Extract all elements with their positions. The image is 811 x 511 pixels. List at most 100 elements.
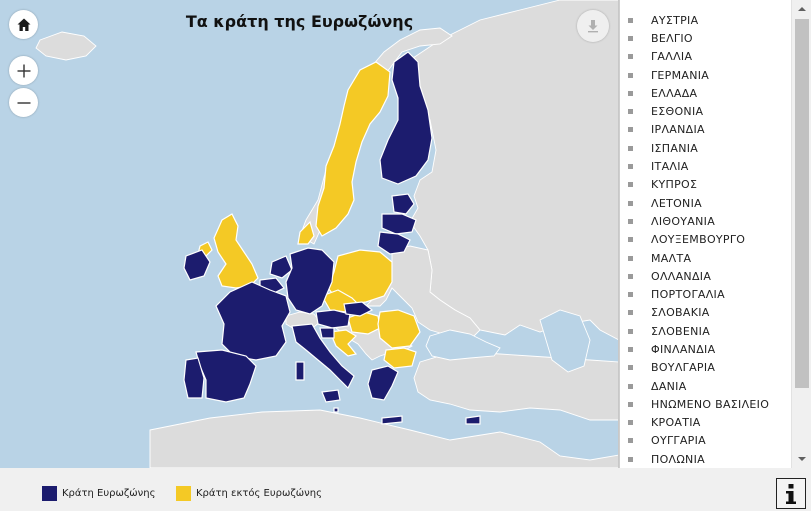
country-list-item[interactable]: ΕΛΛΑΔΑ [620,84,792,102]
country-list-item[interactable]: ΑΥΣΤΡΙΑ [620,11,792,29]
minus-icon [17,101,30,104]
country-list-label: ΚΡΟΑΤΙΑ [651,416,701,430]
legend: Κράτη Ευρωζώνης Κράτη εκτός Ευρωζώνης [0,468,811,511]
country-cyprus [465,415,481,425]
list-bullet-icon [628,17,633,23]
country-list-item[interactable]: ΙΤΑΛΙΑ [620,157,792,175]
map-canvas[interactable]: Τα κράτη της Ευρωζώνης [0,0,619,468]
legend-label-eurozone: Κράτη Ευρωζώνης [62,488,156,499]
country-list-item[interactable]: ΦΙΝΛΑΝΔΙΑ [620,340,792,358]
info-icon [786,483,796,504]
country-list-item[interactable]: ΓΑΛΛΙΑ [620,48,792,66]
country-list-item[interactable]: ΟΛΛΑΝΔΙΑ [620,267,792,285]
country-list-item[interactable]: ΛΙΘΟΥΑΝΙΑ [620,212,792,230]
country-list-label: ΜΑΛΤΑ [651,251,692,265]
country-list-item[interactable]: ΣΛΟΒΕΝΙΑ [620,322,792,340]
country-list-item[interactable]: ΛΟΥΞΕΜΒΟΥΡΓΟ [620,231,792,249]
country-list-label: ΠΟΛΩΝΙΑ [651,452,705,466]
country-list-item[interactable]: ΛΕΤΟΝΙΑ [620,194,792,212]
country-austria [315,309,351,329]
country-list-label: ΟΛΛΑΝΔΙΑ [651,269,712,283]
country-bulgaria [383,347,417,369]
country-crete [381,415,403,425]
scroll-down-arrow-icon [798,457,806,461]
list-bullet-icon [628,438,633,444]
download-icon [588,20,598,33]
country-sicily [321,389,341,403]
scroll-up-button[interactable] [792,0,811,18]
list-bullet-icon [628,127,633,133]
country-list-item[interactable]: ΠΟΡΤΟΓΑΛΙΑ [620,285,792,303]
country-list-label: ΓΕΡΜΑΝΙΑ [651,68,710,82]
list-bullet-icon [628,310,633,316]
country-netherlands [269,255,293,279]
country-list-item[interactable]: ΚΥΠΡΟΣ [620,176,792,194]
country-sweden [315,61,391,237]
country-list-item[interactable]: ΣΛΟΒΑΚΙΑ [620,304,792,322]
list-bullet-icon [628,328,633,334]
country-list-label: ΛΙΘΟΥΑΝΙΑ [651,214,716,228]
list-bullet-icon [628,54,633,60]
country-list-item[interactable]: ΒΕΛΓΙΟ [620,29,792,47]
country-list-item[interactable]: ΜΑΛΤΑ [620,249,792,267]
list-bullet-icon [628,145,633,151]
list-bullet-icon [628,292,633,298]
country-list-item[interactable]: ΕΣΘΟΝΙΑ [620,102,792,120]
download-button[interactable] [577,10,609,42]
country-list-label: ΒΟΥΛΓΑΡΙΑ [651,361,716,375]
country-ireland [183,249,211,281]
country-list-label: ΣΛΟΒΕΝΙΑ [651,324,711,338]
country-list-label: ΟΥΓΓΑΡΙΑ [651,434,706,448]
scroll-up-arrow-icon [798,7,806,11]
land-black-sea [425,329,501,361]
country-list-label: ΗΝΩΜΕΝΟ ΒΑΣΙΛΕΙΟ [651,397,770,411]
country-italy [291,323,355,390]
country-list-item[interactable]: ΓΕΡΜΑΝΙΑ [620,66,792,84]
country-greece [367,365,399,401]
list-bullet-icon [628,365,633,371]
country-latvia [381,213,417,235]
list-bullet-icon [628,164,633,170]
list-bullet-icon [628,420,633,426]
country-list-item[interactable]: ΚΡΟΑΤΙΑ [620,414,792,432]
country-list-item[interactable]: ΟΥΓΓΑΡΙΑ [620,432,792,450]
country-list-item[interactable]: ΙΡΛΑΝΔΙΑ [620,121,792,139]
scroll-thumb[interactable] [795,19,809,388]
country-croatia [329,329,358,357]
country-malta [333,407,339,413]
zoom-in-button[interactable] [9,56,38,85]
list-bullet-icon [628,346,633,352]
country-list-panel[interactable]: ΑΥΣΤΡΙΑ ΒΕΛΓΙΟ ΓΑΛΛΙΑ ΓΕΡΜΑΝΙΑ ΕΛΛΑΔΑ ΕΣΘΟΝΙΑ… [619,0,811,468]
country-france [215,281,291,361]
country-list-label: ΔΑΝΙΑ [651,379,687,393]
scrollbar[interactable] [791,0,811,468]
home-button[interactable] [9,10,38,39]
zoom-out-button[interactable] [9,88,38,117]
info-button[interactable] [776,478,806,509]
country-list-label: ΒΕΛΓΙΟ [651,31,693,45]
country-romania [377,309,421,349]
europe-map[interactable] [0,0,619,468]
country-list-label: ΛΕΤΟΝΙΑ [651,196,702,210]
legend-label-non-eurozone: Κράτη εκτός Ευρωζώνης [196,488,322,499]
list-bullet-icon [628,72,633,78]
list-bullet-icon [628,90,633,96]
home-icon [17,18,30,31]
land-iceland [35,31,97,61]
list-bullet-icon [628,273,633,279]
country-list-label: ΕΣΘΟΝΙΑ [651,105,704,119]
land-russia-east [409,0,618,340]
country-list-item[interactable]: ΗΝΩΜΕΝΟ ΒΑΣΙΛΕΙΟ [620,395,792,413]
country-list-label: ΙΡΛΑΝΔΙΑ [651,123,705,137]
list-bullet-icon [628,35,633,41]
scroll-down-button[interactable] [792,450,811,468]
legend-swatch-non-eurozone [176,486,191,501]
country-list-item[interactable]: ΠΟΛΩΝΙΑ [620,450,792,468]
country-list-item[interactable]: ΙΣΠΑΝΙΑ [620,139,792,157]
list-bullet-icon [628,255,633,261]
country-list-item[interactable]: ΒΟΥΛΓΑΡΙΑ [620,359,792,377]
country-list-item[interactable]: ΔΑΝΙΑ [620,377,792,395]
land-north-africa [149,409,618,468]
land-caspian-coast [539,309,591,373]
